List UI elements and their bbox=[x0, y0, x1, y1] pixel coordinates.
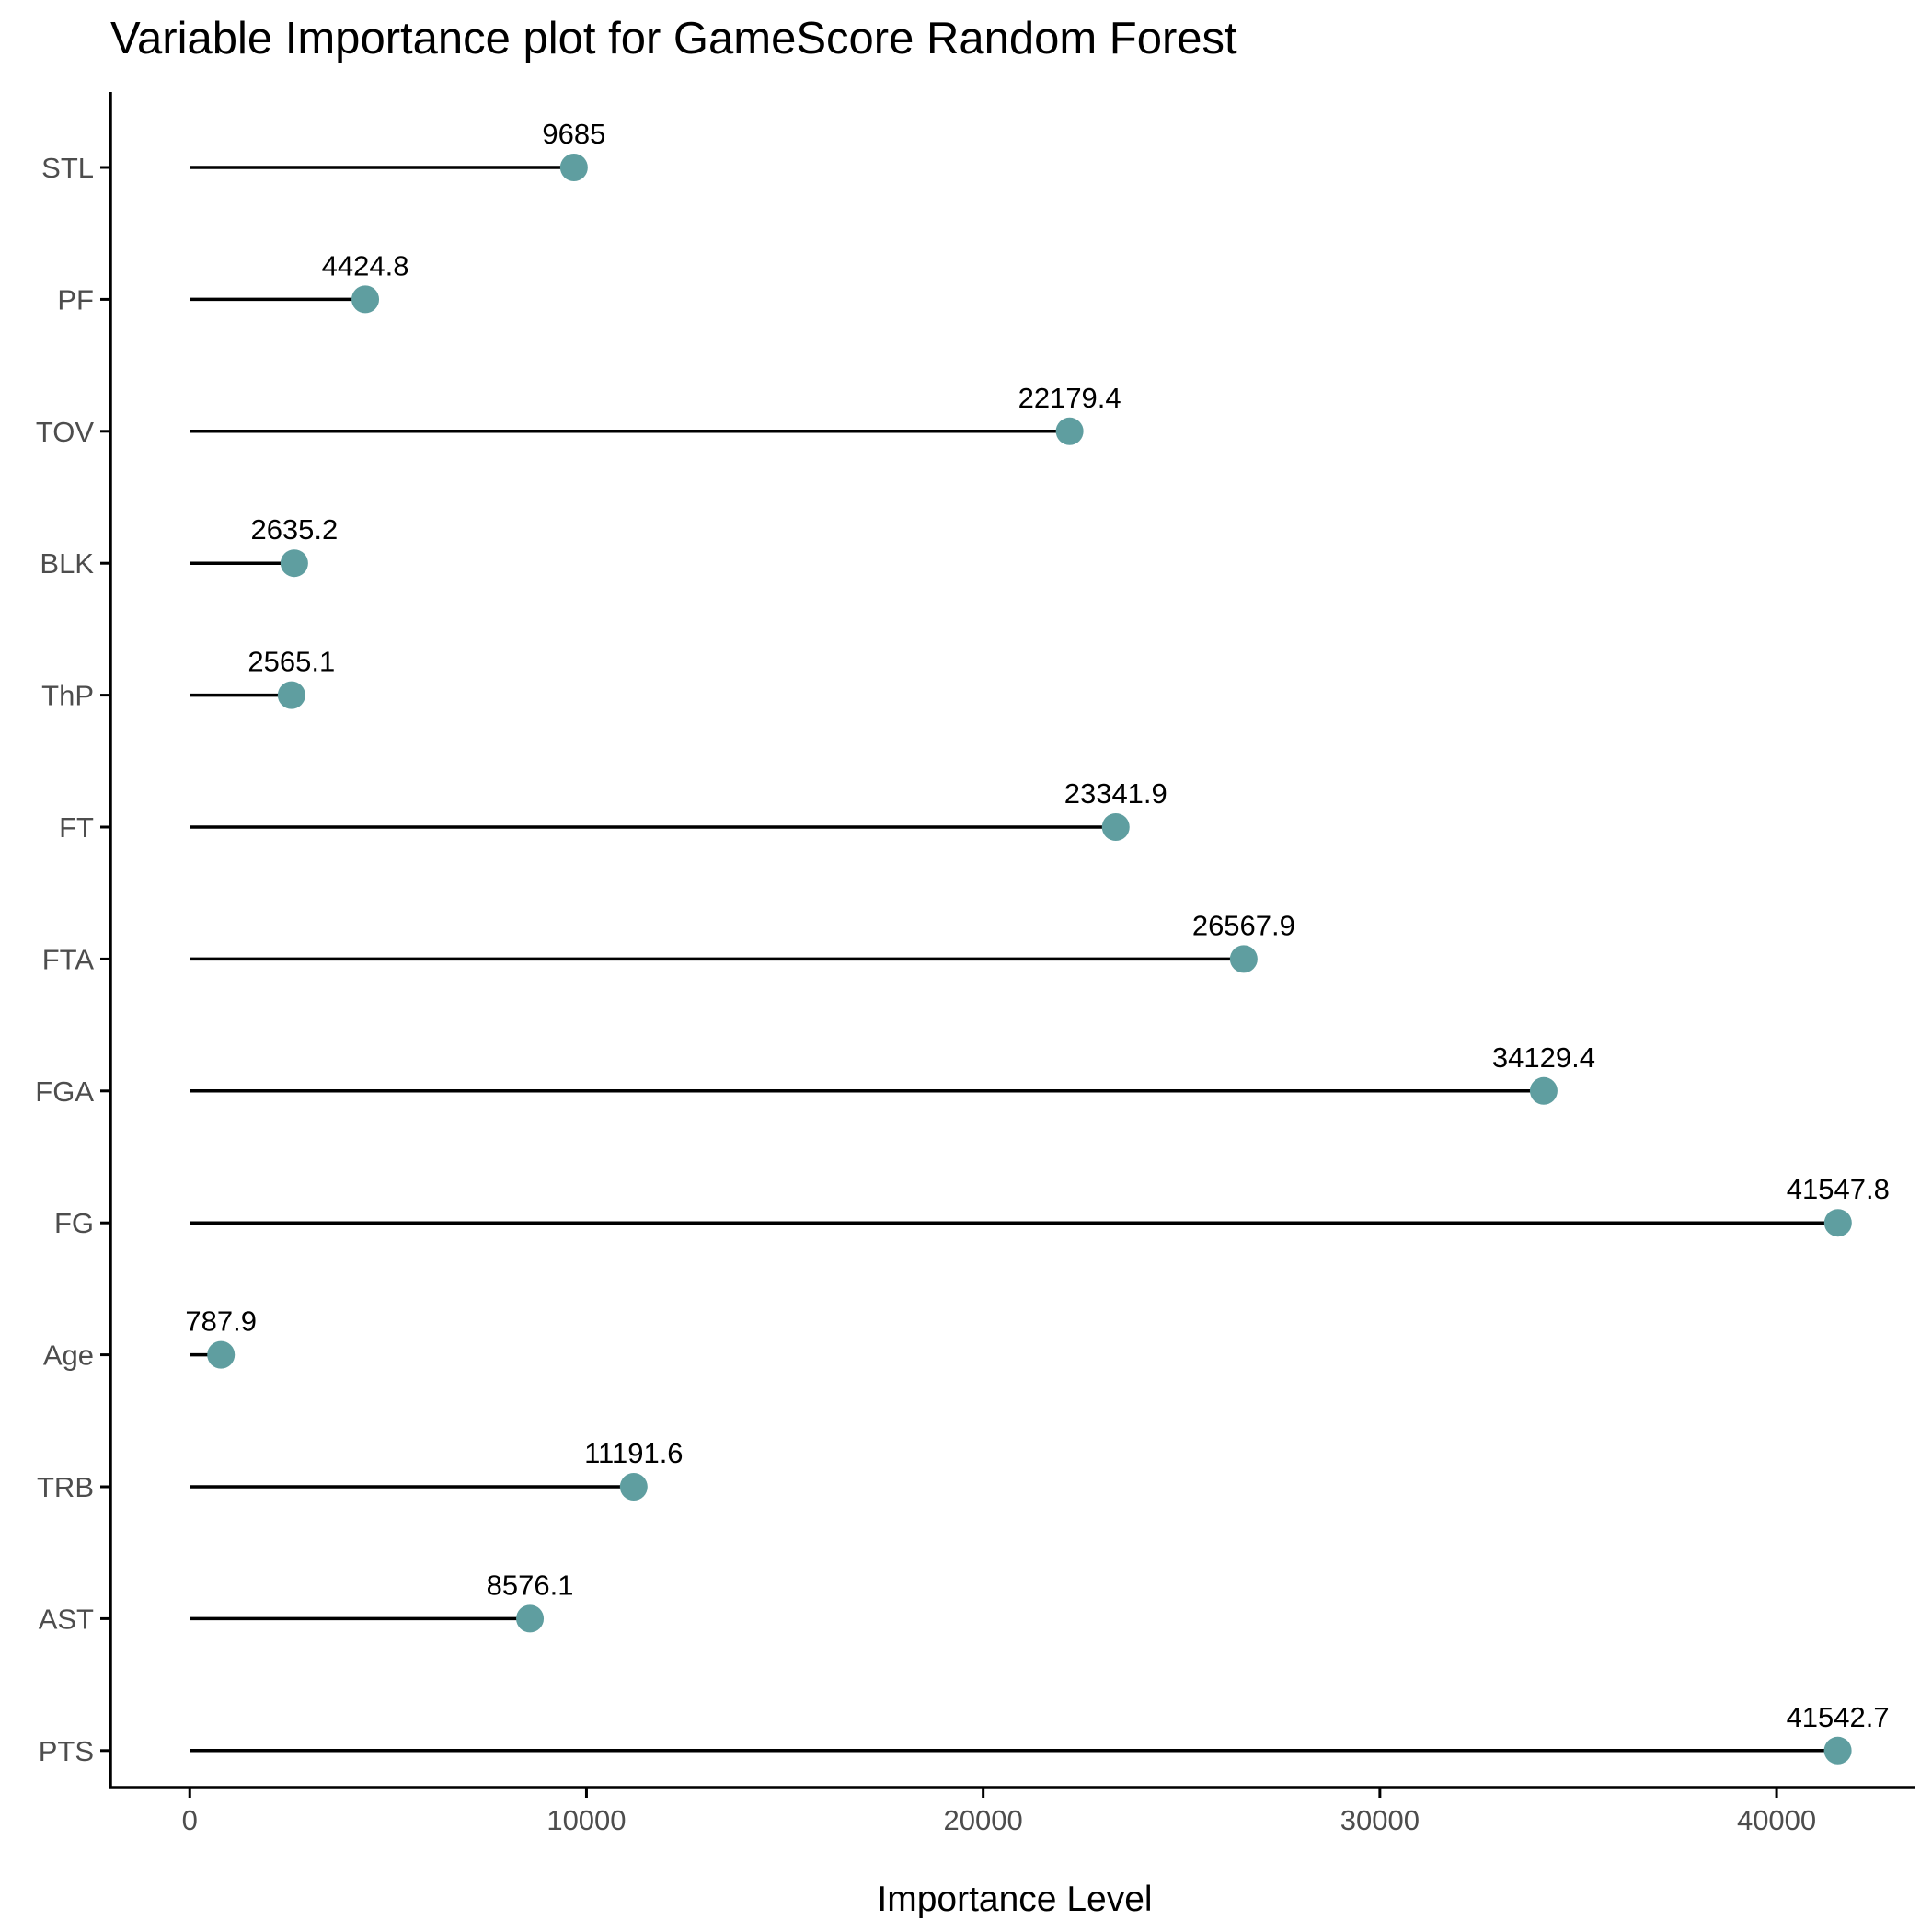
x-tick-label-0: 0 bbox=[182, 1804, 198, 1836]
x-tick-label-20000: 20000 bbox=[944, 1804, 1023, 1836]
data-point-pf bbox=[351, 285, 380, 314]
y-tick-label-fg: FG bbox=[54, 1207, 94, 1239]
segments-layer bbox=[190, 166, 1838, 1753]
points-layer bbox=[207, 154, 1852, 1765]
y-tick-label-blk: BLK bbox=[40, 547, 94, 580]
data-point-pts bbox=[1823, 1736, 1852, 1765]
y-tick-label-trb: TRB bbox=[37, 1471, 94, 1503]
y-tick-label-stl: STL bbox=[41, 152, 94, 184]
y-tick-label-ast: AST bbox=[39, 1603, 94, 1635]
y-tick-label-pts: PTS bbox=[39, 1735, 94, 1767]
data-label-trb: 11191.6 bbox=[584, 1437, 683, 1469]
data-label-fga: 34129.4 bbox=[1492, 1041, 1595, 1074]
y-tick-label-thp: ThP bbox=[41, 680, 94, 712]
x-tick-label-40000: 40000 bbox=[1737, 1804, 1816, 1836]
chart-title: Variable Importance plot for GameScore R… bbox=[110, 14, 1237, 63]
data-label-tov: 22179.4 bbox=[1018, 382, 1121, 414]
data-point-stl bbox=[559, 154, 588, 181]
data-labels-layer: 9685 4424.8 22179.4 2635.2 2565.1 23341.9 2656… bbox=[185, 118, 1889, 1733]
data-label-ft: 23341.9 bbox=[1064, 777, 1167, 810]
y-tick-label-pf: PF bbox=[57, 283, 94, 316]
y-tick-label-fta: FTA bbox=[42, 943, 95, 975]
x-tick-label-10000: 10000 bbox=[546, 1804, 626, 1836]
x-tick-label-30000: 30000 bbox=[1340, 1804, 1420, 1836]
data-label-fta: 26567.9 bbox=[1192, 909, 1295, 941]
data-point-trb bbox=[619, 1473, 648, 1501]
data-label-pts: 41542.7 bbox=[1787, 1701, 1890, 1733]
y-tick-label-age: Age bbox=[43, 1340, 94, 1372]
y-tick-label-ft: FT bbox=[59, 811, 94, 844]
data-point-fta bbox=[1229, 945, 1258, 973]
data-point-fga bbox=[1529, 1076, 1558, 1105]
data-label-thp: 2565.1 bbox=[247, 646, 335, 678]
axes-layer bbox=[109, 92, 1915, 1789]
data-label-fg: 41547.8 bbox=[1787, 1173, 1890, 1205]
data-label-age: 787.9 bbox=[185, 1305, 257, 1338]
data-point-thp bbox=[277, 681, 305, 709]
x-axis-ticks: 0 10000 20000 30000 40000 bbox=[182, 1788, 1816, 1836]
y-tick-label-fga: FGA bbox=[35, 1075, 94, 1108]
data-point-age bbox=[207, 1340, 236, 1369]
data-label-blk: 2635.2 bbox=[250, 513, 338, 546]
data-point-ast bbox=[516, 1604, 545, 1633]
data-point-ft bbox=[1101, 813, 1130, 841]
x-axis-title: Importance Level bbox=[877, 1880, 1152, 1919]
data-point-fg bbox=[1823, 1209, 1852, 1237]
data-point-tov bbox=[1055, 417, 1084, 445]
data-label-ast: 8576.1 bbox=[487, 1569, 574, 1601]
data-point-blk bbox=[280, 549, 308, 578]
y-axis-ticks: STL PF TOV BLK ThP FT FTA FGA FG Age TRB AST PTS bbox=[35, 152, 110, 1767]
data-label-pf: 4424.8 bbox=[322, 249, 409, 282]
y-tick-label-tov: TOV bbox=[36, 416, 94, 448]
data-label-stl: 9685 bbox=[542, 118, 605, 150]
